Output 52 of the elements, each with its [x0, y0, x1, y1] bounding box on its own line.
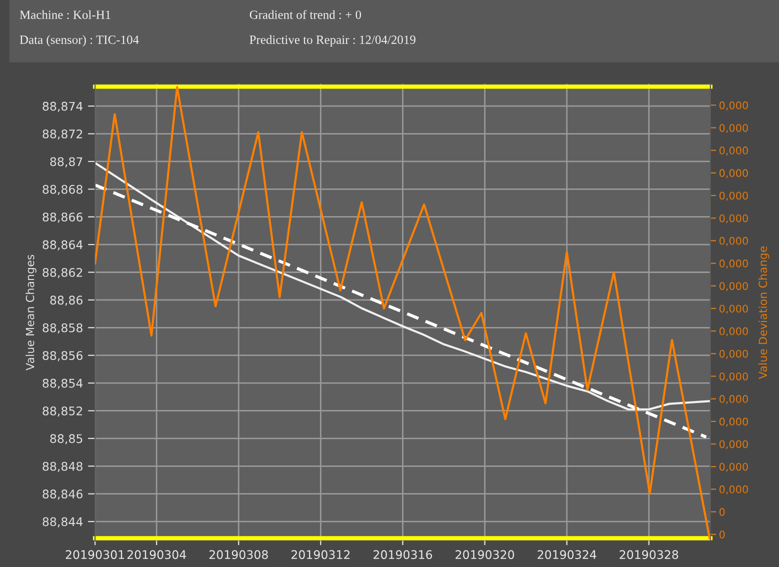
y2-tick-label: 0,000 — [719, 327, 748, 336]
y2-tick-label: 0,000 — [719, 124, 748, 133]
y2-tick-label: 0,000 — [719, 146, 748, 156]
y-tick-label: 88,874 — [42, 102, 83, 112]
y2-tick-label: 0 — [719, 530, 725, 538]
y2-axis-title: Value Deviation Change — [758, 246, 770, 379]
y2-tick-label: 0,000 — [719, 304, 748, 314]
x-tick-label: 20190312 — [292, 550, 350, 560]
text: Data (sensor) : TIC-104 — [20, 35, 139, 46]
y-tick-label: 88,868 — [42, 184, 82, 196]
line-series — [95, 162, 710, 410]
x-tick-label: 20190328 — [620, 550, 678, 560]
x-tick-label: 20190316 — [374, 550, 432, 560]
y2-tick-label: 0,000 — [719, 418, 748, 427]
text: Machine : Kol-H1 — [20, 10, 110, 20]
y-tick-label: 88,856 — [42, 351, 82, 362]
y2-tick-label: 0,000 — [719, 372, 748, 382]
y-tick-label: 88,852 — [42, 406, 82, 417]
y2-tick-label: 0,000 — [719, 485, 748, 494]
y2-tick-label: 0,000 — [719, 236, 748, 246]
y-tick-label: 88,848 — [42, 462, 82, 472]
y2-tick-label: 0,000 — [719, 169, 748, 178]
y2-tick-label: 0,000 — [719, 101, 748, 110]
text: Predictive to Repair : 12/04/2019 — [250, 35, 416, 46]
x-tick-label: 20190320 — [456, 550, 514, 560]
y-tick-label: 88,866 — [42, 212, 82, 223]
y2-tick-label: 0,000 — [719, 260, 748, 268]
x-tick-label: 20190301 — [66, 550, 124, 560]
line-series — [95, 86, 710, 540]
y2-tick-label: 0,000 — [719, 462, 748, 472]
y2-tick-label: 0,000 — [719, 350, 748, 359]
x-tick-label: 20190308 — [209, 550, 268, 560]
y-axis-title: Value Mean Changes — [26, 254, 36, 370]
y2-tick-label: 0,000 — [719, 192, 748, 201]
y2-tick-label: 0,000 — [719, 395, 748, 404]
y-tick-label: 88,854 — [42, 378, 83, 389]
y2-tick-label: 0,000 — [719, 214, 748, 224]
y2-tick-label: 0,000 — [719, 440, 748, 450]
y-tick-label: 88,858 — [42, 323, 82, 334]
y-tick-label: 88,862 — [42, 268, 82, 278]
y-tick-label: 88,86 — [50, 296, 82, 306]
text: Gradient of trend : + 0 — [250, 10, 362, 20]
y-tick-label: 88,846 — [42, 490, 82, 500]
y2-tick-label: 0,000 — [719, 282, 748, 292]
y-tick-label: 88,864 — [42, 240, 83, 250]
y-tick-label: 88,872 — [42, 129, 82, 140]
y-tick-label: 88,87 — [50, 157, 82, 168]
x-tick-label: 20190324 — [538, 550, 596, 560]
y-tick-label: 88,844 — [42, 517, 83, 528]
y2-tick-label: 0 — [719, 508, 725, 516]
x-tick-label: 20190304 — [127, 550, 186, 560]
y-tick-label: 88,85 — [50, 434, 82, 444]
